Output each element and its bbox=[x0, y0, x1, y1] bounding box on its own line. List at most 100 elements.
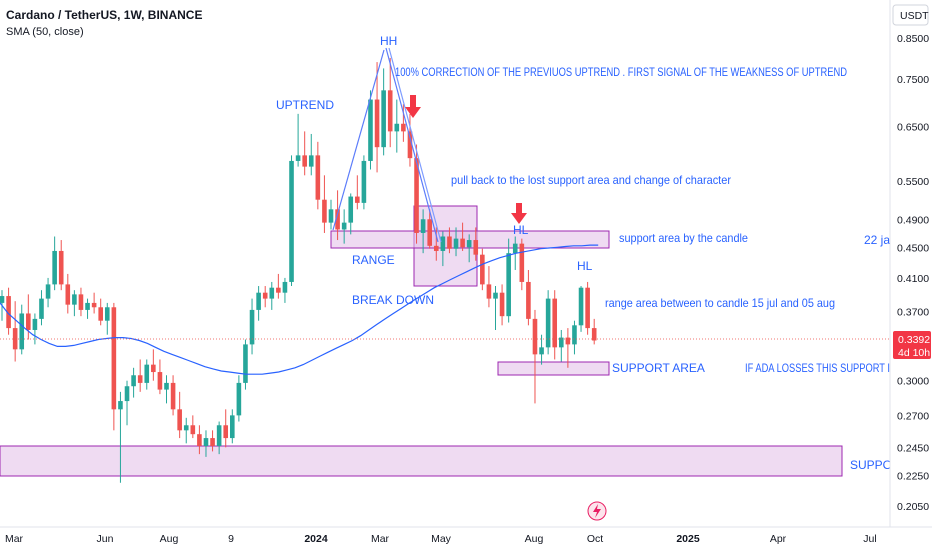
candle[interactable] bbox=[276, 273, 281, 299]
candle[interactable] bbox=[282, 277, 288, 303]
candle[interactable] bbox=[190, 415, 196, 439]
candle[interactable] bbox=[493, 286, 498, 330]
candle[interactable] bbox=[118, 391, 123, 483]
candle[interactable] bbox=[45, 277, 51, 308]
candle[interactable] bbox=[328, 199, 334, 230]
candle[interactable] bbox=[526, 269, 531, 326]
candle[interactable] bbox=[177, 391, 182, 439]
candle[interactable] bbox=[585, 281, 590, 335]
candle[interactable] bbox=[262, 286, 268, 308]
candle[interactable] bbox=[131, 367, 136, 398]
candle[interactable] bbox=[78, 287, 84, 317]
candle[interactable] bbox=[572, 320, 577, 355]
candle[interactable] bbox=[401, 104, 406, 142]
candle[interactable] bbox=[6, 287, 11, 335]
candle[interactable] bbox=[387, 57, 393, 148]
candle[interactable] bbox=[539, 334, 544, 365]
candle[interactable] bbox=[144, 359, 150, 390]
candle[interactable] bbox=[243, 339, 248, 390]
candle[interactable] bbox=[137, 359, 143, 392]
candle[interactable] bbox=[124, 380, 130, 426]
candle[interactable] bbox=[72, 290, 77, 317]
downtrend-line-1[interactable] bbox=[385, 47, 439, 243]
candle[interactable] bbox=[473, 227, 479, 261]
candle[interactable] bbox=[453, 227, 459, 257]
candle[interactable] bbox=[591, 318, 597, 345]
currency-button[interactable]: USDT bbox=[892, 4, 929, 26]
candle[interactable] bbox=[499, 284, 505, 326]
candle[interactable] bbox=[466, 234, 472, 263]
candle[interactable] bbox=[447, 227, 452, 254]
candle[interactable] bbox=[460, 222, 465, 251]
candle[interactable] bbox=[91, 292, 97, 314]
candle[interactable] bbox=[223, 409, 229, 448]
candle[interactable] bbox=[39, 290, 44, 326]
candle[interactable] bbox=[361, 155, 367, 210]
candle[interactable] bbox=[341, 209, 347, 244]
candle[interactable] bbox=[197, 425, 202, 455]
candle[interactable] bbox=[433, 227, 439, 261]
candle[interactable] bbox=[216, 421, 222, 455]
time-axis[interactable]: Mar Jun Aug 9 2024 Mar May Aug Oct 2025 Apr Jul bbox=[0, 526, 932, 545]
candle[interactable] bbox=[552, 290, 558, 360]
candle[interactable] bbox=[355, 175, 360, 210]
candle[interactable] bbox=[157, 359, 163, 395]
candle[interactable] bbox=[420, 209, 426, 254]
candle[interactable] bbox=[374, 62, 380, 173]
candle[interactable] bbox=[183, 417, 189, 444]
zone-support-area[interactable] bbox=[497, 361, 610, 376]
uptrend-line[interactable] bbox=[332, 49, 385, 231]
candle[interactable] bbox=[414, 144, 419, 244]
candle[interactable] bbox=[348, 193, 354, 235]
zone-support-bottom[interactable] bbox=[0, 445, 843, 477]
candle[interactable] bbox=[578, 286, 584, 332]
candle[interactable] bbox=[381, 68, 386, 156]
candle[interactable] bbox=[368, 90, 373, 170]
candle[interactable] bbox=[302, 131, 307, 176]
candle[interactable] bbox=[565, 328, 571, 368]
candle[interactable] bbox=[427, 209, 432, 249]
downtrend-line-2[interactable] bbox=[388, 47, 442, 243]
candle[interactable] bbox=[256, 286, 261, 321]
candle[interactable] bbox=[322, 175, 327, 233]
candle[interactable] bbox=[58, 240, 64, 291]
candle[interactable] bbox=[308, 133, 314, 176]
candle[interactable] bbox=[559, 329, 564, 362]
candle[interactable] bbox=[486, 266, 492, 308]
candle[interactable] bbox=[19, 304, 25, 355]
candle[interactable] bbox=[249, 298, 255, 355]
price-axis[interactable]: 0.8500 0.7500 0.6500 0.5500 0.4900 0.4500 0.41… bbox=[889, 0, 932, 527]
candle[interactable] bbox=[170, 375, 176, 416]
candle[interactable] bbox=[151, 349, 156, 381]
sma-indicator-label[interactable]: SMA (50, close) bbox=[6, 26, 84, 38]
candle[interactable] bbox=[203, 430, 209, 457]
candle[interactable] bbox=[269, 281, 275, 310]
candle[interactable] bbox=[85, 298, 90, 319]
candle[interactable] bbox=[407, 113, 413, 167]
candle[interactable] bbox=[532, 309, 538, 404]
candle[interactable] bbox=[315, 141, 321, 210]
lightning-icon[interactable] bbox=[587, 501, 607, 521]
candle[interactable] bbox=[289, 155, 294, 287]
candle[interactable] bbox=[65, 273, 71, 314]
candle[interactable] bbox=[164, 375, 169, 404]
candle[interactable] bbox=[111, 302, 117, 431]
candle[interactable] bbox=[506, 238, 511, 323]
candle[interactable] bbox=[32, 313, 38, 345]
candle[interactable] bbox=[52, 236, 57, 291]
candle[interactable] bbox=[545, 290, 551, 355]
candle[interactable] bbox=[98, 298, 103, 326]
candle[interactable] bbox=[230, 409, 235, 444]
candle[interactable] bbox=[236, 375, 242, 422]
candle[interactable] bbox=[519, 238, 525, 291]
candle[interactable] bbox=[26, 294, 31, 340]
candle[interactable] bbox=[210, 430, 215, 452]
candle[interactable] bbox=[440, 231, 446, 267]
candle[interactable] bbox=[295, 113, 301, 167]
candle[interactable] bbox=[394, 99, 400, 153]
candle[interactable] bbox=[480, 248, 485, 291]
candle[interactable] bbox=[104, 302, 110, 335]
zone-support-by-candle[interactable] bbox=[330, 230, 610, 249]
